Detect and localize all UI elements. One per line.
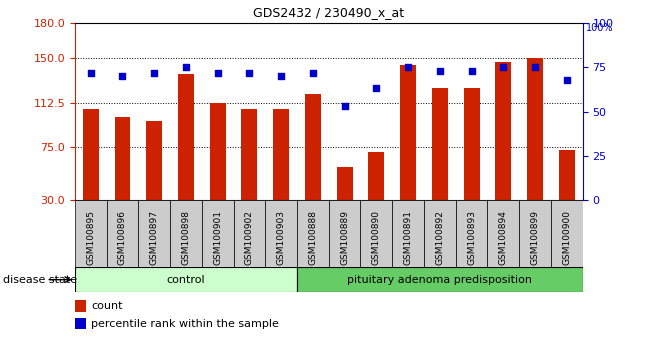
Bar: [488, 200, 519, 267]
Bar: [297, 200, 329, 267]
Text: GSM100889: GSM100889: [340, 210, 349, 265]
Point: [149, 70, 159, 75]
Point: [562, 77, 572, 82]
Bar: [178, 74, 194, 200]
Text: 100%: 100%: [586, 23, 613, 33]
Bar: [266, 200, 297, 267]
Point: [403, 64, 413, 70]
Bar: [75, 200, 107, 267]
Point: [117, 73, 128, 79]
Bar: [361, 200, 392, 267]
Bar: [368, 152, 384, 200]
Bar: [305, 94, 321, 200]
Text: GSM100894: GSM100894: [499, 210, 508, 265]
Text: GSM100890: GSM100890: [372, 210, 381, 265]
Point: [435, 68, 445, 74]
Text: GDS2432 / 230490_x_at: GDS2432 / 230490_x_at: [253, 6, 404, 19]
Text: GSM100899: GSM100899: [531, 210, 540, 265]
Text: control: control: [167, 275, 205, 285]
Bar: [210, 103, 226, 200]
Bar: [424, 200, 456, 267]
Point: [85, 70, 96, 75]
Text: count: count: [91, 301, 122, 311]
Bar: [559, 150, 575, 200]
Point: [276, 73, 286, 79]
Text: percentile rank within the sample: percentile rank within the sample: [91, 319, 279, 329]
Bar: [273, 109, 289, 200]
Bar: [107, 200, 138, 267]
Bar: [456, 200, 488, 267]
Text: GSM100900: GSM100900: [562, 210, 572, 265]
Point: [466, 68, 477, 74]
Point: [371, 86, 381, 91]
Bar: [329, 200, 361, 267]
Text: GSM100893: GSM100893: [467, 210, 476, 265]
Point: [339, 103, 350, 109]
Bar: [115, 118, 130, 200]
Bar: [83, 109, 99, 200]
Bar: [170, 200, 202, 267]
Bar: [202, 200, 234, 267]
Bar: [519, 200, 551, 267]
Bar: [527, 58, 543, 200]
Bar: [139, 200, 170, 267]
Bar: [75, 267, 297, 292]
Text: GSM100896: GSM100896: [118, 210, 127, 265]
Bar: [432, 88, 448, 200]
Bar: [297, 267, 583, 292]
Bar: [234, 200, 266, 267]
Point: [212, 70, 223, 75]
Text: disease state: disease state: [3, 275, 77, 285]
Bar: [146, 121, 162, 200]
Text: GSM100901: GSM100901: [213, 210, 222, 265]
Bar: [75, 318, 86, 329]
Bar: [75, 300, 86, 312]
Bar: [337, 167, 353, 200]
Text: GSM100898: GSM100898: [182, 210, 191, 265]
Point: [530, 64, 540, 70]
Text: pituitary adenoma predisposition: pituitary adenoma predisposition: [348, 275, 533, 285]
Text: GSM100891: GSM100891: [404, 210, 413, 265]
Text: GSM100892: GSM100892: [436, 210, 445, 265]
Bar: [242, 109, 257, 200]
Point: [308, 70, 318, 75]
Point: [181, 64, 191, 70]
Text: GSM100903: GSM100903: [277, 210, 286, 265]
Text: GSM100897: GSM100897: [150, 210, 159, 265]
Bar: [551, 200, 583, 267]
Bar: [495, 62, 511, 200]
Bar: [464, 88, 480, 200]
Text: GSM100888: GSM100888: [309, 210, 318, 265]
Bar: [392, 200, 424, 267]
Point: [244, 70, 255, 75]
Text: GSM100895: GSM100895: [86, 210, 95, 265]
Point: [498, 64, 508, 70]
Bar: [400, 65, 416, 200]
Text: GSM100902: GSM100902: [245, 210, 254, 265]
